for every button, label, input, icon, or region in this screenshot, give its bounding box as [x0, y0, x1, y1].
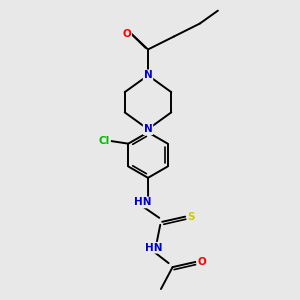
Text: S: S	[188, 212, 195, 222]
Text: N: N	[144, 70, 152, 80]
Text: N: N	[144, 124, 152, 134]
Text: HN: HN	[134, 197, 152, 207]
Text: HN: HN	[145, 243, 162, 253]
Text: Cl: Cl	[99, 136, 110, 146]
Text: O: O	[122, 29, 131, 39]
Text: O: O	[197, 257, 206, 267]
